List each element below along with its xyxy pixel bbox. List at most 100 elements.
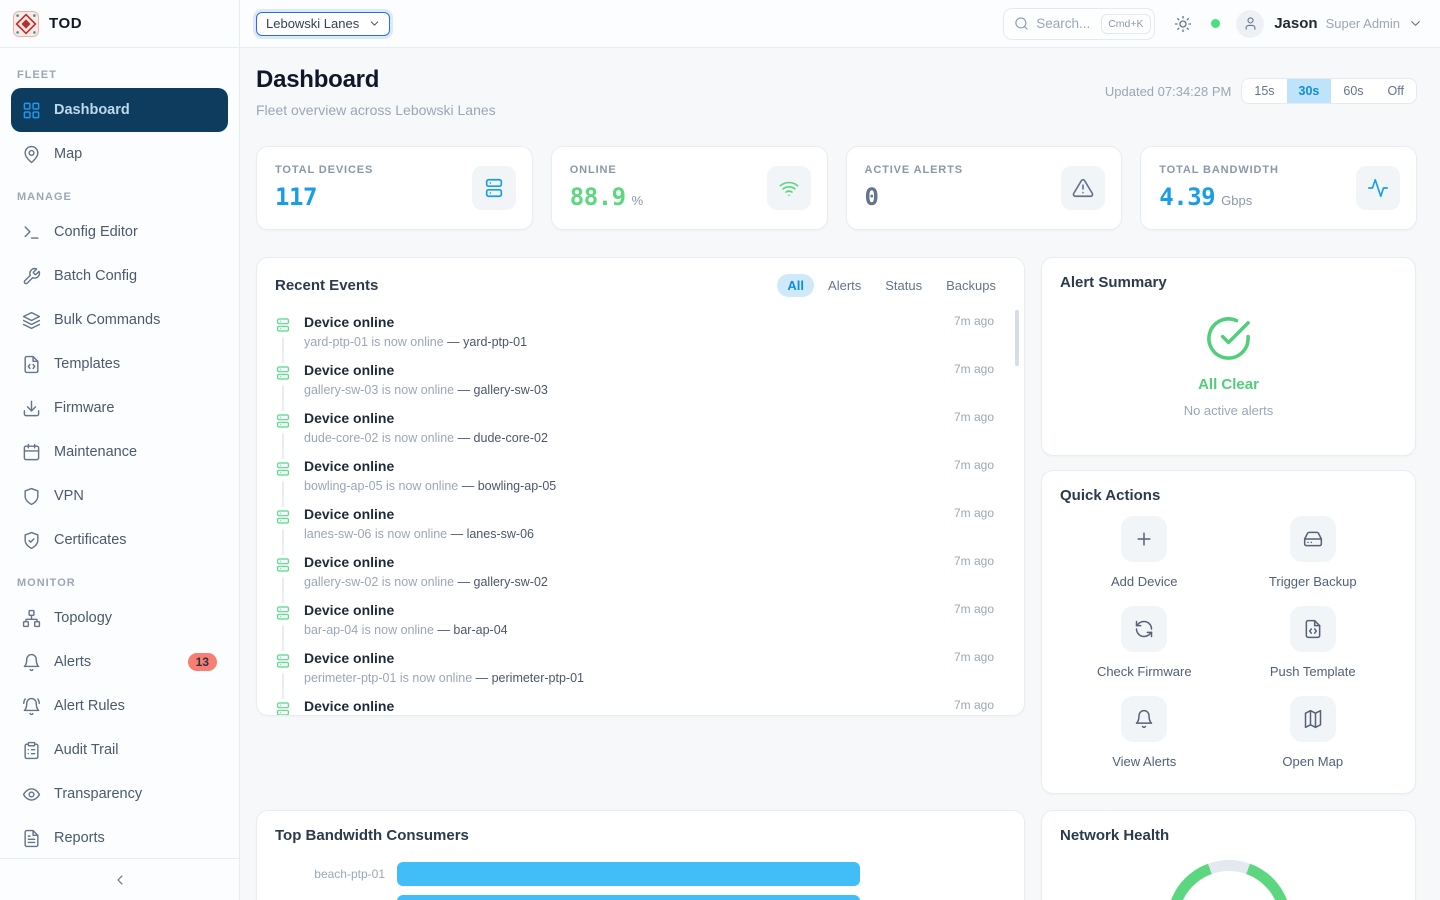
sidebar-item-config-editor[interactable]: Config Editor [11,210,228,254]
refresh-interval-option[interactable]: 60s [1343,84,1364,98]
event-timestamp: 7m ago [953,362,994,376]
org-selector[interactable]: Lebowski Lanes [256,11,391,36]
quick-action-button[interactable] [1289,606,1336,652]
nav-section: MONITOR Topology Alerts 13 Alert Rules [11,577,228,858]
bandwidth-bar-row: bar-ap-02 [275,895,1006,900]
global-search[interactable]: Cmd+K [1003,7,1156,40]
event-row[interactable]: Device online bowling-ap-05 is now onlin… [275,458,1006,507]
quick-action-button[interactable] [1121,606,1168,652]
event-row[interactable]: Device online 7m ago [275,698,1006,715]
sidebar-item-icon [22,223,41,242]
alert-summary-title: Alert Summary [1060,274,1167,291]
quick-action[interactable]: View Alerts [1112,696,1176,769]
scrollbar-thumb[interactable] [1015,310,1019,366]
event-filter-tab[interactable]: All [777,274,815,297]
sidebar-item-label: Map [54,146,83,162]
sidebar-item-icon [22,829,41,848]
quick-action[interactable]: Check Firmware [1097,606,1192,679]
bandwidth-bar [397,895,860,900]
event-filter-tab[interactable]: Alerts [828,278,862,293]
stat-card: ACTIVE ALERTS 0 [845,146,1123,230]
sidebar-item-label: Transparency [54,786,143,802]
stat-label: ACTIVE ALERTS [864,164,963,176]
event-device-tag: — lanes-sw-06 [450,527,534,541]
quick-actions-grid: Add Device Trigger Backup Check Firmware [1060,516,1397,769]
theme-toggle-sun-icon[interactable] [1174,15,1192,33]
event-filter-tab[interactable]: Backups [946,278,996,293]
sidebar-item-reports[interactable]: Reports [11,816,228,858]
event-row[interactable]: Device online lanes-sw-06 is now online … [275,506,1006,555]
quick-action-icon [1134,709,1154,729]
sidebar-item-label: Topology [54,610,113,626]
event-row[interactable]: Device online dude-core-02 is now online… [275,410,1006,459]
chevron-down-icon[interactable] [1408,16,1423,31]
stat-icon-box [1061,166,1106,210]
event-row[interactable]: Device online perimeter-ptp-01 is now on… [275,650,1006,699]
event-description: gallery-sw-02 is now online — gallery-sw… [304,575,548,589]
refresh-interval-option[interactable]: 30s [1286,79,1332,103]
avatar[interactable] [1236,9,1265,38]
quick-action[interactable]: Trigger Backup [1269,516,1357,589]
event-title: Device online [304,554,395,570]
sidebar-item-map[interactable]: Map [11,132,228,176]
recent-events-card: Recent Events All Alerts Status Backups Dev… [256,257,1025,716]
sidebar-collapse-button[interactable] [0,858,239,900]
sidebar-item-label: Certificates [54,532,127,548]
quick-action-label: Open Map [1282,754,1344,769]
nav-section-label: FLEET [17,69,57,81]
sidebar-item-alerts[interactable]: Alerts 13 [11,640,228,684]
bandwidth-bar [397,862,860,886]
events-scrollbar[interactable] [1015,310,1019,702]
quick-action-button[interactable] [1121,696,1168,742]
quick-action-button[interactable] [1121,516,1168,562]
event-device-tag: — gallery-sw-03 [457,383,548,397]
sidebar-item-dashboard[interactable]: Dashboard [11,88,228,132]
quick-action-button[interactable] [1289,696,1336,742]
sidebar-item-batch-config[interactable]: Batch Config [11,254,228,298]
sidebar-item-label: Batch Config [54,268,138,284]
event-title: Device online [304,410,395,426]
sidebar-item-templates[interactable]: Templates [11,342,228,386]
stat-icon [483,177,505,199]
quick-action-label: Push Template [1269,664,1356,679]
event-title: Device online [304,698,395,714]
sidebar-item-vpn[interactable]: VPN [11,474,228,518]
quick-action-button[interactable] [1289,516,1336,562]
sidebar-item-maintenance[interactable]: Maintenance [11,430,228,474]
event-device-tag: — bar-ap-04 [437,623,508,637]
bandwidth-chart-title: Top Bandwidth Consumers [275,827,469,844]
stat-value: 88.9 [569,183,626,211]
sidebar-item-firmware[interactable]: Firmware [11,386,228,430]
sidebar-item-alert-rules[interactable]: Alert Rules [11,684,228,728]
sidebar-item-label: Maintenance [54,444,138,460]
sidebar-item-label: Dashboard [54,102,130,118]
sidebar-item-transparency[interactable]: Transparency [11,772,228,816]
event-filter-tab[interactable]: Status [885,278,923,293]
sidebar-item-label: Templates [54,356,121,372]
sidebar-item-topology[interactable]: Topology [11,596,228,640]
event-device-tag: — perimeter-ptp-01 [475,671,584,685]
sidebar-item-icon [22,653,41,672]
main-area: Lebowski Lanes Cmd+K Jason Super Admin D… [240,0,1440,900]
refresh-interval-option[interactable]: 15s [1254,84,1275,98]
user-role: Super Admin [1325,16,1400,31]
sidebar-item-certificates[interactable]: Certificates [11,518,228,562]
stat-icon-box [471,166,516,210]
quick-action[interactable]: Add Device [1111,516,1177,589]
server-icon [275,365,291,381]
refresh-interval-option[interactable]: Off [1387,84,1404,98]
event-row[interactable]: Device online gallery-sw-03 is now onlin… [275,362,1006,411]
quick-actions-card: Quick Actions Add Device Trigger Backup [1041,470,1416,794]
sidebar-item-bulk-commands[interactable]: Bulk Commands [11,298,228,342]
event-row[interactable]: Device online yard-ptp-01 is now online … [275,314,1006,363]
stat-card: TOTAL DEVICES 117 [256,146,533,230]
sidebar-item-audit-trail[interactable]: Audit Trail [11,728,228,772]
event-row[interactable]: Device online bar-ap-04 is now online — … [275,602,1006,651]
quick-action[interactable]: Open Map [1282,696,1343,769]
event-row[interactable]: Device online gallery-sw-02 is now onlin… [275,554,1006,603]
stat-cards: TOTAL DEVICES 117 ONLINE 88.9 % [256,146,1417,230]
search-input[interactable] [1036,16,1095,31]
stat-icon [778,177,800,199]
bandwidth-chart-card: Top Bandwidth Consumers beach-ptp-01 bar… [256,810,1025,900]
quick-action[interactable]: Push Template [1270,606,1356,679]
